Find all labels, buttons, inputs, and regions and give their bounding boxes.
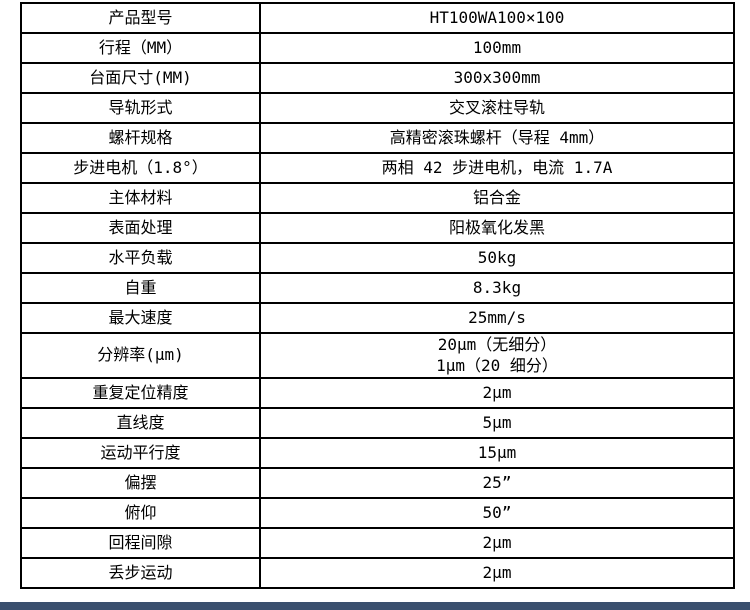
table-row: 直线度 5μm (20, 407, 735, 439)
spec-value: 300x300mm (259, 62, 735, 94)
spec-label: 螺杆规格 (20, 122, 261, 154)
spec-value: 2μm (259, 377, 735, 409)
spec-value: 8.3kg (259, 272, 735, 304)
spec-table: 产品型号 HT100WA100×100 行程（MM） 100mm 台面尺寸(MM… (20, 2, 735, 589)
table-row: 自重 8.3kg (20, 272, 735, 304)
spec-value: HT100WA100×100 (259, 2, 735, 34)
spec-label: 主体材料 (20, 182, 261, 214)
footer-bar (0, 602, 750, 610)
spec-value: 100mm (259, 32, 735, 64)
table-row: 表面处理 阳极氧化发黑 (20, 212, 735, 244)
spec-label: 重复定位精度 (20, 377, 261, 409)
spec-label: 丢步运动 (20, 557, 261, 589)
spec-label: 导轨形式 (20, 92, 261, 124)
spec-value: 阳极氧化发黑 (259, 212, 735, 244)
table-row: 主体材料 铝合金 (20, 182, 735, 214)
table-row: 丢步运动 2μm (20, 557, 735, 589)
spec-label: 直线度 (20, 407, 261, 439)
spec-label: 步进电机（1.8°） (20, 152, 261, 184)
table-row: 步进电机（1.8°） 两相 42 步进电机，电流 1.7A (20, 152, 735, 184)
spec-value: 25mm/s (259, 302, 735, 334)
spec-label: 自重 (20, 272, 261, 304)
spec-label: 最大速度 (20, 302, 261, 334)
table-row: 螺杆规格 高精密滚珠螺杆（导程 4mm） (20, 122, 735, 154)
table-row: 分辨率(μm) 20μm（无细分） 1μm（20 细分） (20, 332, 735, 379)
spec-label: 表面处理 (20, 212, 261, 244)
table-row: 导轨形式 交叉滚柱导轨 (20, 92, 735, 124)
spec-value: 15μm (259, 437, 735, 469)
table-row: 俯仰 50” (20, 497, 735, 529)
spec-label: 偏摆 (20, 467, 261, 499)
table-row: 行程（MM） 100mm (20, 32, 735, 64)
spec-label: 回程间隙 (20, 527, 261, 559)
spec-value: 铝合金 (259, 182, 735, 214)
spec-label: 台面尺寸(MM) (20, 62, 261, 94)
table-row: 回程间隙 2μm (20, 527, 735, 559)
spec-value: 20μm（无细分） 1μm（20 细分） (259, 332, 735, 379)
table-row: 重复定位精度 2μm (20, 377, 735, 409)
spec-label: 产品型号 (20, 2, 261, 34)
table-row: 产品型号 HT100WA100×100 (20, 2, 735, 34)
spec-label: 分辨率(μm) (20, 332, 261, 379)
table-row: 台面尺寸(MM) 300x300mm (20, 62, 735, 94)
table-row: 偏摆 25” (20, 467, 735, 499)
spec-value: 2μm (259, 527, 735, 559)
spec-label: 俯仰 (20, 497, 261, 529)
spec-value: 5μm (259, 407, 735, 439)
spec-value: 2μm (259, 557, 735, 589)
spec-label: 运动平行度 (20, 437, 261, 469)
spec-value: 高精密滚珠螺杆（导程 4mm） (259, 122, 735, 154)
table-row: 水平负载 50kg (20, 242, 735, 274)
spec-label: 行程（MM） (20, 32, 261, 64)
spec-value: 两相 42 步进电机，电流 1.7A (259, 152, 735, 184)
table-row: 运动平行度 15μm (20, 437, 735, 469)
spec-label: 水平负载 (20, 242, 261, 274)
spec-value: 50kg (259, 242, 735, 274)
spec-value: 交叉滚柱导轨 (259, 92, 735, 124)
spec-value: 50” (259, 497, 735, 529)
spec-value: 25” (259, 467, 735, 499)
table-row: 最大速度 25mm/s (20, 302, 735, 334)
